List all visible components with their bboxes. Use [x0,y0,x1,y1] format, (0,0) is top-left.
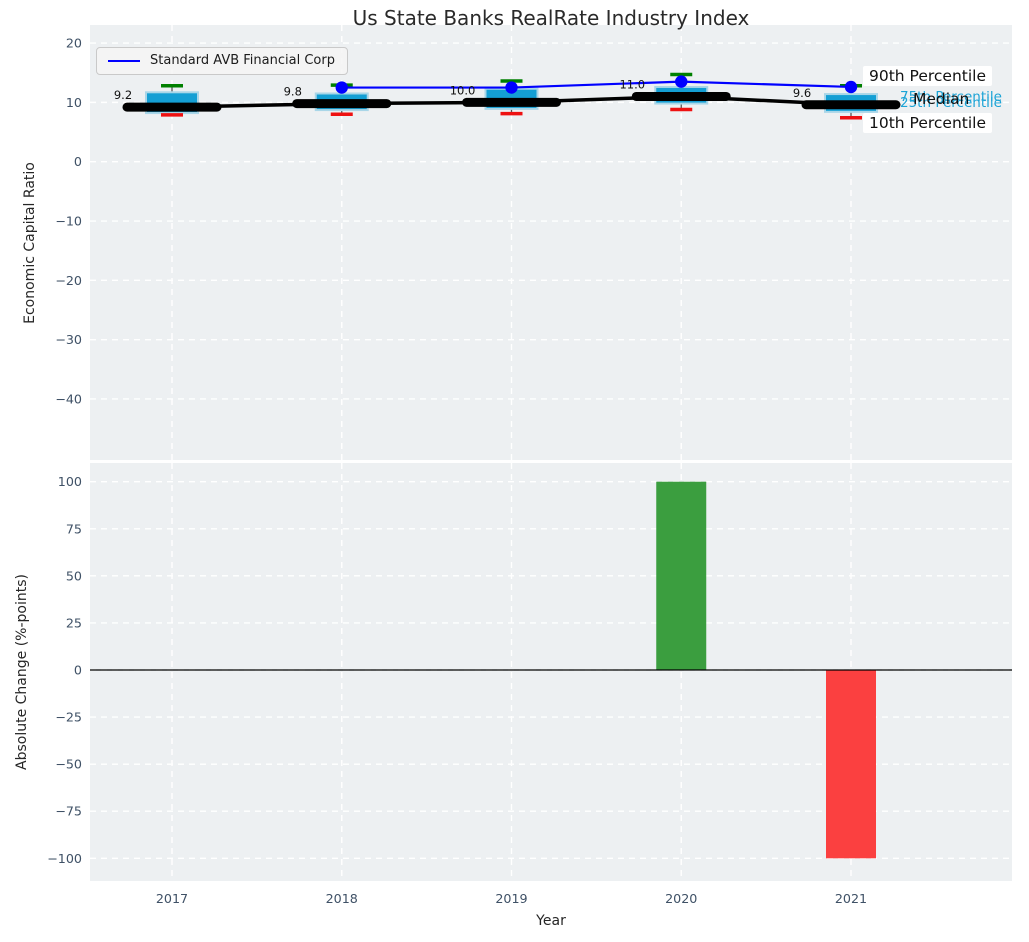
y-tick-label-top: −10 [55,214,82,229]
median-value-label: 10.0 [450,83,476,97]
label-75th-percentile: 75th Percentile [900,89,1002,105]
y-tick-label-top: 10 [66,95,82,110]
x-tick-label: 2020 [665,891,697,906]
bar-positive [656,481,707,670]
company-line [341,80,852,89]
company-marker [675,75,688,88]
y-axis-label-bottom: Absolute Change (%-points) [14,574,30,770]
company-marker [844,80,858,94]
y-tick-label-bottom: −50 [55,757,82,772]
chart-title: Us State Banks RealRate Industry Index [352,6,750,30]
median-value-label: 9.8 [284,85,302,99]
y-tick-label-bottom: 75 [66,521,82,536]
y-tick-label-top: −20 [55,273,82,288]
x-tick-label: 2017 [156,891,188,906]
y-tick-label-bottom: 100 [58,474,82,489]
median-value-label: 11.0 [619,77,645,91]
y-tick-label-bottom: −25 [55,710,82,725]
x-axis-label: Year [536,913,566,929]
median-value-label: 9.2 [114,88,132,102]
label-25th-percentile: 25th Percentile [900,95,1002,111]
y-axis-label-top: Economic Capital Ratio [22,162,38,324]
label-10th-percentile: 10th Percentile [863,113,993,133]
plot-background-top [90,25,1012,460]
median-value-label: 9.6 [793,86,811,100]
x-tick-label: 2021 [835,891,867,906]
y-tick-label-top: −40 [55,391,82,406]
legend-label: Standard AVB Financial Corp [150,53,335,68]
legend: Standard AVB Financial Corp [96,47,348,75]
y-tick-label-top: 20 [66,36,82,51]
x-tick-label: 2019 [495,891,527,906]
y-tick-label-bottom: 50 [66,568,82,583]
y-tick-label-top: 0 [74,154,82,169]
y-tick-label-bottom: 25 [66,615,82,630]
bar-negative [826,670,876,859]
x-tick-label: 2018 [326,891,358,906]
y-tick-label-bottom: −100 [47,851,82,866]
company-marker [505,81,518,94]
company-marker [335,81,348,94]
legend-line-sample [108,59,140,62]
label-median: Median [913,90,970,108]
y-tick-label-bottom: −75 [55,804,82,819]
label-90th-percentile: 90th Percentile [863,66,993,86]
y-tick-label-bottom: 0 [74,663,82,678]
y-tick-label-top: −30 [55,332,82,347]
